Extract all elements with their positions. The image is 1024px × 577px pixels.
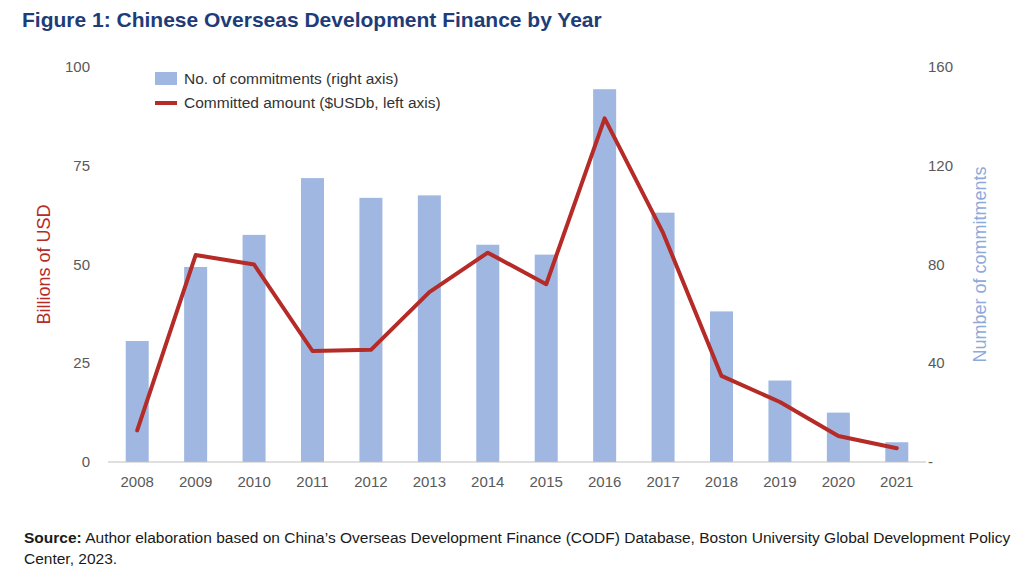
x-tick-label: 2008 bbox=[121, 473, 154, 490]
legend: No. of commitments (right axis) Committed… bbox=[155, 70, 441, 111]
y-tick-label: 100 bbox=[65, 58, 90, 75]
plot-area bbox=[126, 89, 909, 462]
bar bbox=[418, 195, 441, 462]
bar bbox=[243, 235, 266, 462]
source: Source: Author elaboration based on Chin… bbox=[24, 527, 1014, 569]
y-tick-label: 75 bbox=[73, 157, 90, 174]
y2-tick-label: - bbox=[928, 453, 933, 470]
y-axis-label: Billions of USD bbox=[34, 204, 54, 324]
line bbox=[137, 118, 897, 448]
x-tick-label: 2017 bbox=[646, 473, 679, 490]
bar bbox=[710, 311, 733, 462]
y-tick-label: 25 bbox=[73, 354, 90, 371]
x-tick-label: 2011 bbox=[296, 473, 328, 490]
title: Figure 1: Chinese Overseas Development F… bbox=[22, 8, 602, 31]
legend-label: No. of commitments (right axis) bbox=[184, 70, 398, 87]
bar bbox=[768, 381, 791, 462]
x-axis-line bbox=[108, 462, 926, 463]
x-tick-label: 2020 bbox=[822, 473, 855, 490]
x-tick-label: 2009 bbox=[179, 473, 212, 490]
x-tick-label: 2016 bbox=[588, 473, 621, 490]
bar bbox=[301, 178, 324, 462]
bar bbox=[359, 198, 382, 462]
bar bbox=[476, 245, 499, 462]
source-text: Author elaboration based on China’s Over… bbox=[24, 529, 1010, 567]
chart: Figure 1: Chinese Overseas Development F… bbox=[0, 0, 1024, 577]
y-tick-label: 50 bbox=[73, 256, 90, 273]
legend-label: Committed amount ($USDb, left axis) bbox=[184, 94, 441, 111]
y-tick-label: 0 bbox=[82, 453, 90, 470]
y2-tick-label: 40 bbox=[928, 354, 945, 371]
x-tick-label: 2013 bbox=[413, 473, 446, 490]
bar bbox=[184, 267, 207, 462]
legend-swatch bbox=[155, 101, 177, 105]
x-tick-label: 2018 bbox=[705, 473, 738, 490]
x-tick-label: 2012 bbox=[354, 473, 387, 490]
x-tick-label: 2019 bbox=[763, 473, 796, 490]
y2-axis-label: Number of commitments bbox=[970, 166, 990, 362]
source-label: Source: bbox=[24, 529, 82, 546]
y2-tick-label: 160 bbox=[928, 58, 953, 75]
y2-tick-label: 120 bbox=[928, 157, 953, 174]
y2-tick-label: 80 bbox=[928, 256, 945, 273]
x-tick-label: 2010 bbox=[237, 473, 270, 490]
x-tick-label: 2021 bbox=[880, 473, 913, 490]
x-tick-label: 2014 bbox=[471, 473, 504, 490]
legend-swatch bbox=[155, 72, 177, 85]
x-tick-label: 2015 bbox=[530, 473, 563, 490]
